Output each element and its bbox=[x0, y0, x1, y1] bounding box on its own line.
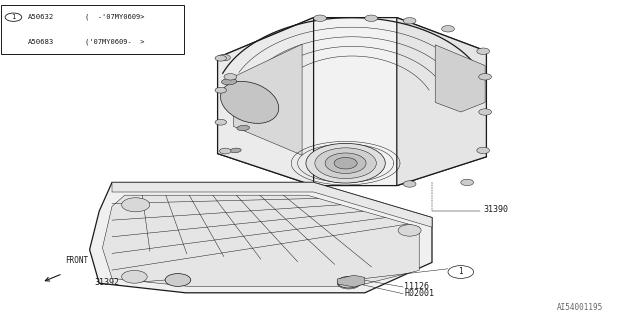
Circle shape bbox=[403, 181, 416, 187]
Circle shape bbox=[122, 270, 147, 283]
Text: AI54001195: AI54001195 bbox=[557, 303, 603, 312]
Circle shape bbox=[220, 148, 231, 154]
Text: 11126: 11126 bbox=[404, 282, 429, 291]
Circle shape bbox=[461, 179, 474, 186]
Text: 31392: 31392 bbox=[95, 278, 120, 287]
Text: A50683: A50683 bbox=[28, 39, 54, 45]
Circle shape bbox=[403, 18, 416, 24]
Text: FRONT: FRONT bbox=[65, 256, 88, 265]
Polygon shape bbox=[90, 182, 432, 293]
Circle shape bbox=[314, 15, 326, 21]
Circle shape bbox=[337, 277, 360, 289]
Text: (  -'07MY0609>: ( -'07MY0609> bbox=[85, 14, 145, 20]
Circle shape bbox=[337, 276, 360, 288]
Circle shape bbox=[218, 54, 230, 61]
Circle shape bbox=[365, 15, 378, 21]
Ellipse shape bbox=[221, 81, 278, 124]
Circle shape bbox=[5, 13, 22, 21]
Text: ①: ① bbox=[459, 269, 463, 275]
Polygon shape bbox=[337, 275, 365, 287]
Text: ('07MY0609-  >: ('07MY0609- > bbox=[85, 39, 145, 45]
Circle shape bbox=[315, 148, 376, 179]
Circle shape bbox=[479, 109, 492, 115]
Circle shape bbox=[334, 157, 357, 169]
Polygon shape bbox=[102, 195, 419, 286]
Circle shape bbox=[325, 153, 366, 173]
Ellipse shape bbox=[221, 78, 237, 85]
Circle shape bbox=[479, 74, 492, 80]
Circle shape bbox=[477, 147, 490, 154]
Polygon shape bbox=[234, 44, 302, 155]
Bar bbox=[1, 5, 184, 54]
Circle shape bbox=[398, 225, 421, 236]
Circle shape bbox=[224, 74, 237, 80]
Polygon shape bbox=[218, 18, 486, 186]
Text: 31390: 31390 bbox=[483, 205, 508, 214]
Polygon shape bbox=[112, 182, 432, 227]
Ellipse shape bbox=[230, 148, 241, 153]
Circle shape bbox=[448, 266, 474, 278]
Ellipse shape bbox=[237, 125, 250, 131]
Polygon shape bbox=[218, 18, 314, 186]
Circle shape bbox=[215, 87, 227, 93]
Polygon shape bbox=[397, 18, 486, 186]
Circle shape bbox=[165, 274, 191, 286]
Text: 1: 1 bbox=[458, 268, 463, 276]
Circle shape bbox=[215, 119, 227, 125]
Circle shape bbox=[442, 26, 454, 32]
Circle shape bbox=[477, 48, 490, 54]
Polygon shape bbox=[435, 45, 485, 112]
Text: 1: 1 bbox=[12, 14, 15, 20]
Text: H02001: H02001 bbox=[404, 289, 435, 298]
Circle shape bbox=[122, 198, 150, 212]
Text: A50632: A50632 bbox=[28, 14, 54, 20]
Circle shape bbox=[215, 55, 227, 61]
Circle shape bbox=[306, 143, 385, 183]
